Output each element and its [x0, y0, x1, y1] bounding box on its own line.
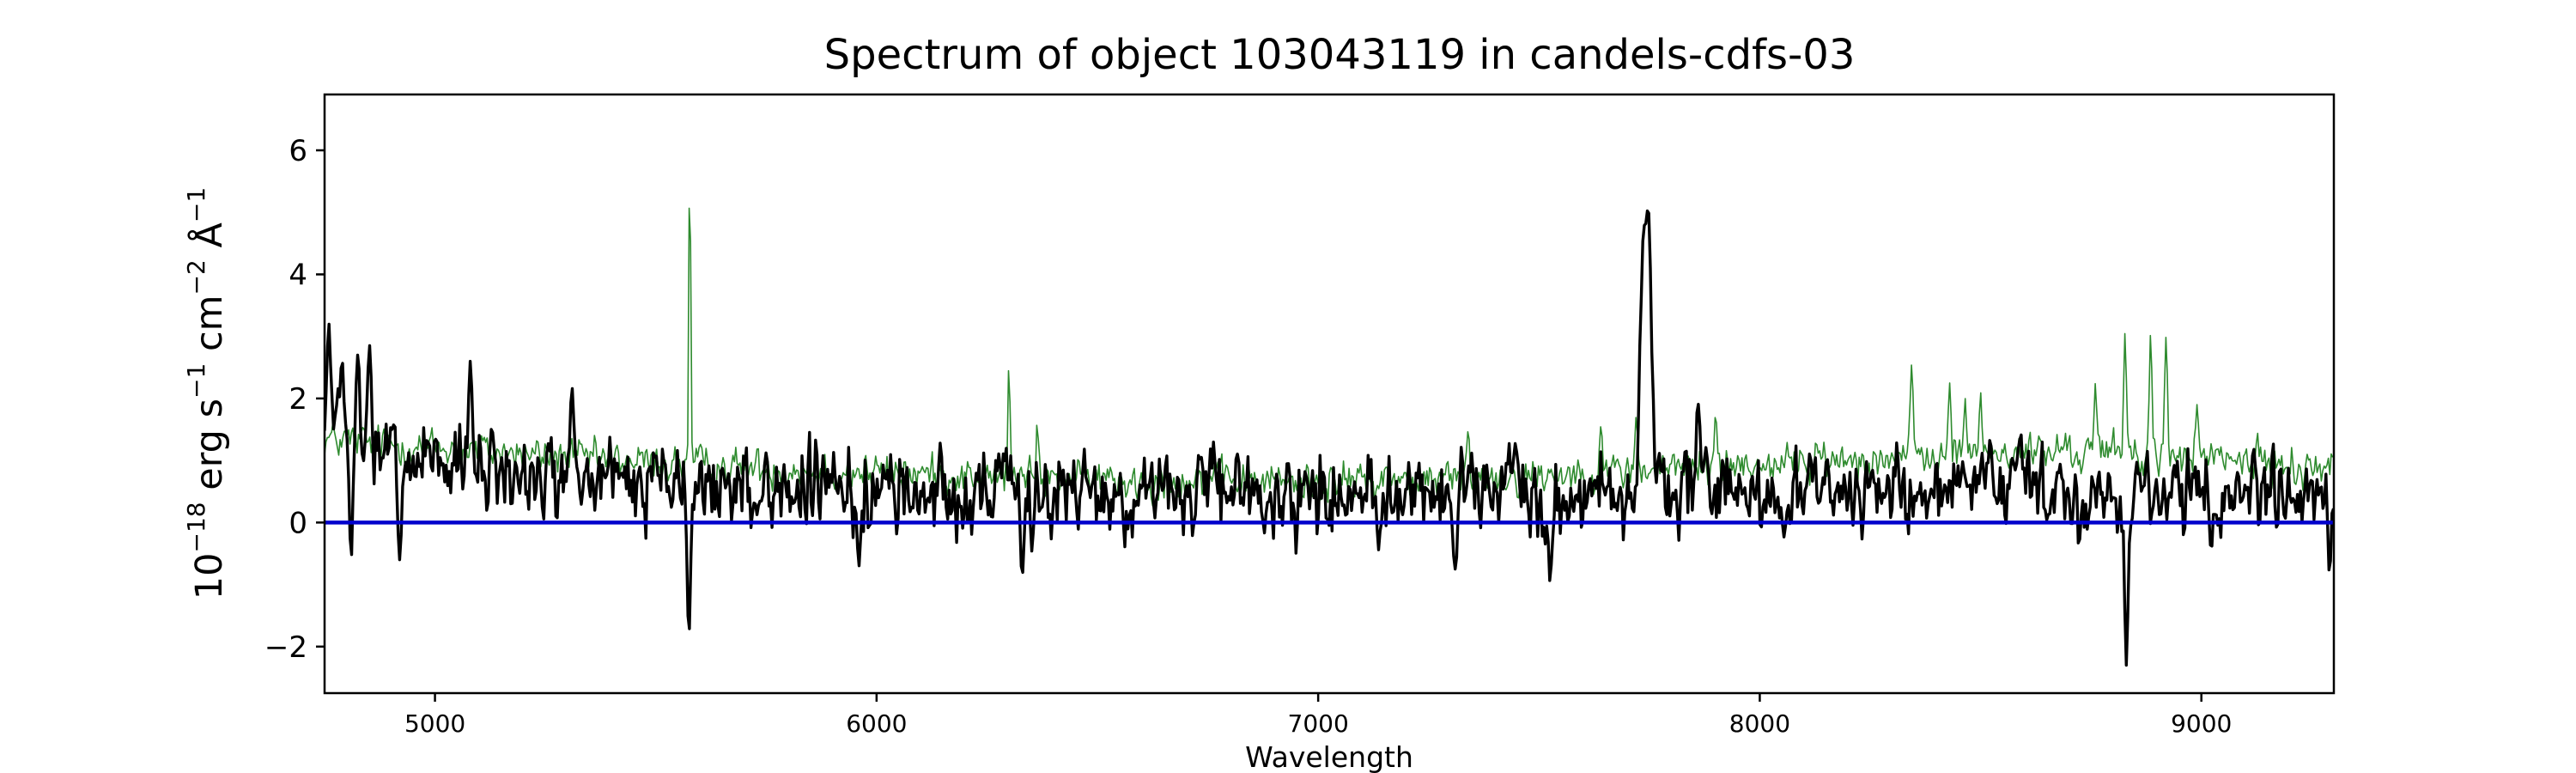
- series-spectrum-black: [325, 209, 2334, 667]
- series-thin-green: [325, 207, 2334, 507]
- y-tick-label: −2: [264, 630, 307, 665]
- y-tick-label: 2: [289, 382, 307, 417]
- series-layer: [325, 207, 2334, 667]
- y-axis-label-unit3-exp: −1: [182, 187, 210, 222]
- x-tick-label: 6000: [846, 709, 907, 738]
- y-axis-label-unit1-exp: −1: [182, 363, 210, 399]
- plot-area: [325, 94, 2334, 693]
- x-axis: 5000 6000 7000 8000 9000: [404, 693, 2232, 738]
- y-tick-label: 4: [289, 258, 307, 292]
- chart-title: Spectrum of object 103043119 in candels-…: [824, 31, 1856, 79]
- y-axis-label-unit3: Å: [187, 222, 231, 260]
- plot-border: [323, 93, 2336, 695]
- y-tick-label: 0: [289, 506, 307, 540]
- x-tick-label: 5000: [404, 709, 465, 738]
- y-axis-label-unit2: cm: [188, 295, 231, 362]
- y-axis-label: 10−18 erg s−1 cm−2 Å−1: [182, 187, 231, 600]
- x-tick-label: 8000: [1729, 709, 1790, 738]
- x-tick-label: 9000: [2171, 709, 2232, 738]
- y-axis-label-unit2-exp: −2: [182, 259, 210, 295]
- y-axis: −2 0 2 4 6: [264, 134, 325, 665]
- y-tick-label: 6: [289, 134, 307, 168]
- x-tick-label: 7000: [1288, 709, 1349, 738]
- y-axis-label-unit1: erg s: [188, 399, 231, 502]
- y-axis-label-exp: −18: [182, 502, 210, 552]
- x-axis-label: Wavelength: [1245, 740, 1413, 773]
- y-axis-label-base: 10: [188, 552, 231, 600]
